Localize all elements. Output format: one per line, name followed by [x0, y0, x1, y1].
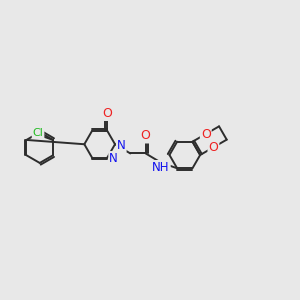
Text: N: N: [109, 152, 118, 165]
Text: Cl: Cl: [33, 128, 44, 138]
Text: O: O: [208, 141, 218, 154]
Text: O: O: [102, 107, 112, 120]
Text: O: O: [201, 128, 211, 140]
Text: O: O: [141, 130, 151, 142]
Text: N: N: [117, 139, 126, 152]
Text: NH: NH: [152, 161, 170, 174]
